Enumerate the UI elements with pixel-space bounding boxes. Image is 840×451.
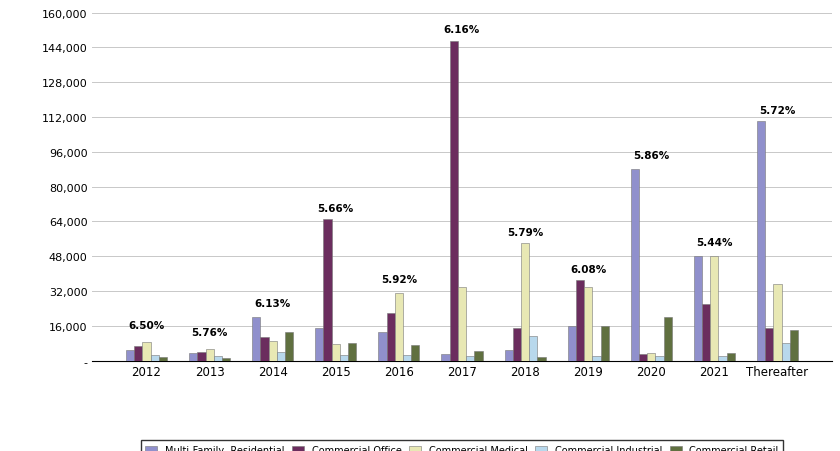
Bar: [412, 345, 419, 361]
Bar: [475, 351, 482, 361]
Bar: [386, 313, 395, 361]
Bar: [332, 345, 340, 361]
Text: 5.92%: 5.92%: [381, 275, 417, 285]
Bar: [781, 344, 790, 361]
Bar: [727, 353, 735, 361]
Bar: [285, 332, 293, 361]
Bar: [505, 350, 512, 361]
Text: 5.79%: 5.79%: [507, 227, 543, 237]
Bar: [466, 356, 475, 361]
Bar: [765, 328, 774, 361]
Bar: [340, 355, 348, 361]
Bar: [631, 170, 639, 361]
Bar: [655, 356, 664, 361]
Bar: [277, 352, 285, 361]
Legend: Multi-Family  Residential, Commercial Office, Commercial Medical, Commercial Ind: Multi-Family Residential, Commercial Off…: [140, 441, 784, 451]
Bar: [315, 328, 323, 361]
Bar: [664, 318, 672, 361]
Bar: [757, 122, 765, 361]
Bar: [197, 352, 206, 361]
Bar: [252, 318, 260, 361]
Text: 5.44%: 5.44%: [696, 238, 732, 248]
Bar: [790, 331, 798, 361]
Bar: [395, 294, 403, 361]
Bar: [222, 359, 230, 361]
Bar: [711, 257, 718, 361]
Bar: [592, 356, 601, 361]
Bar: [538, 358, 546, 361]
Text: 5.86%: 5.86%: [633, 151, 669, 161]
Bar: [206, 349, 213, 361]
Text: 6.13%: 6.13%: [255, 299, 291, 309]
Bar: [718, 356, 727, 361]
Text: 6.16%: 6.16%: [444, 25, 480, 35]
Bar: [150, 355, 159, 361]
Bar: [512, 328, 521, 361]
Text: 6.50%: 6.50%: [129, 321, 165, 331]
Bar: [348, 344, 356, 361]
Bar: [143, 342, 150, 361]
Bar: [584, 287, 592, 361]
Text: 5.72%: 5.72%: [759, 106, 795, 115]
Bar: [159, 358, 167, 361]
Bar: [576, 281, 584, 361]
Bar: [601, 326, 609, 361]
Bar: [694, 257, 702, 361]
Bar: [442, 354, 449, 361]
Bar: [529, 336, 538, 361]
Bar: [323, 220, 332, 361]
Bar: [269, 341, 277, 361]
Bar: [449, 42, 458, 361]
Bar: [647, 353, 655, 361]
Bar: [189, 353, 197, 361]
Bar: [260, 337, 269, 361]
Bar: [126, 350, 134, 361]
Text: 5.76%: 5.76%: [192, 327, 228, 337]
Bar: [774, 285, 781, 361]
Bar: [458, 287, 466, 361]
Bar: [639, 354, 647, 361]
Bar: [568, 326, 576, 361]
Bar: [213, 356, 222, 361]
Text: 5.66%: 5.66%: [318, 203, 354, 213]
Bar: [702, 304, 711, 361]
Bar: [378, 332, 386, 361]
Bar: [134, 347, 143, 361]
Bar: [403, 355, 412, 361]
Bar: [521, 244, 529, 361]
Text: 6.08%: 6.08%: [570, 264, 606, 274]
